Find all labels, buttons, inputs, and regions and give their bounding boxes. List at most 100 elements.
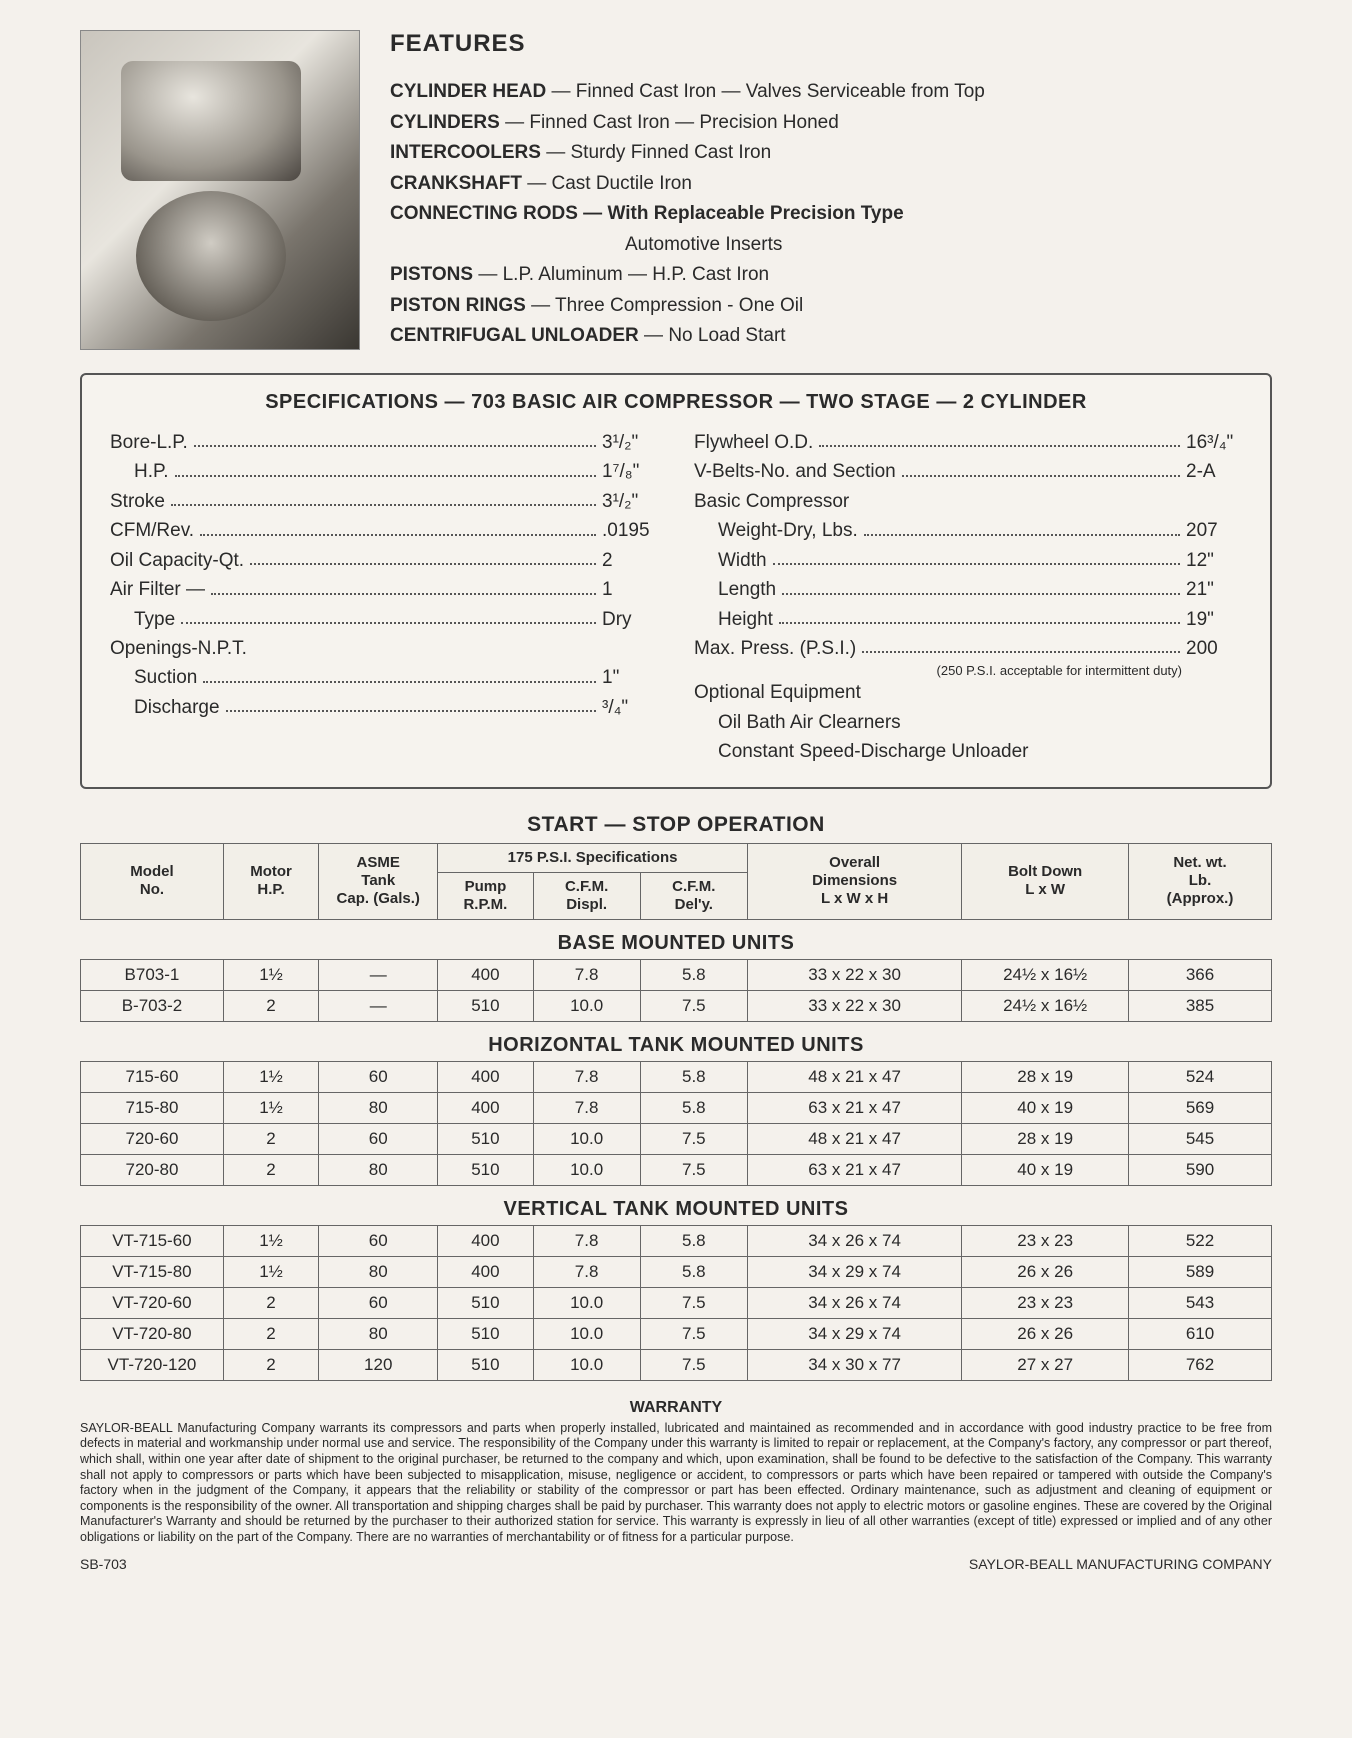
feature-line: CONNECTING RODS — With Replaceable Preci… — [390, 200, 1272, 228]
table-cell: 28 x 19 — [962, 1123, 1129, 1154]
spec-note: (250 P.S.I. acceptable for intermittent … — [694, 663, 1242, 678]
table-cell: 34 x 26 x 74 — [747, 1287, 961, 1318]
table-cell: 715-60 — [81, 1061, 224, 1092]
table-header-cell: OverallDimensionsL x W x H — [747, 843, 961, 919]
feature-line: PISTONS — L.P. Aluminum — H.P. Cast Iron — [390, 261, 1272, 289]
table-cell: 2 — [223, 1318, 318, 1349]
table-row: VT-720-8028051010.07.534 x 29 x 7426 x 2… — [81, 1318, 1272, 1349]
table-cell: 510 — [438, 1123, 533, 1154]
table-row: 720-8028051010.07.563 x 21 x 4740 x 1959… — [81, 1154, 1272, 1185]
warranty-text: SAYLOR-BEALL Manufacturing Company warra… — [80, 1421, 1272, 1546]
table-cell: 34 x 29 x 74 — [747, 1256, 961, 1287]
table-cell: 400 — [438, 1092, 533, 1123]
table-cell: 1½ — [223, 959, 318, 990]
section-title: BASE MOUNTED UNITS — [80, 932, 1272, 955]
table-cell: 80 — [319, 1154, 438, 1185]
table-cell: 24½ x 16½ — [962, 959, 1129, 990]
table-cell: 60 — [319, 1061, 438, 1092]
table-row: VT-720-6026051010.07.534 x 26 x 7423 x 2… — [81, 1287, 1272, 1318]
table-cell: 1½ — [223, 1256, 318, 1287]
table-row: 715-601½604007.85.848 x 21 x 4728 x 1952… — [81, 1061, 1272, 1092]
table-cell: 10.0 — [533, 1287, 640, 1318]
table-cell: 33 x 22 x 30 — [747, 959, 961, 990]
table-cell: 28 x 19 — [962, 1061, 1129, 1092]
table-cell: 34 x 26 x 74 — [747, 1225, 961, 1256]
table-cell: 40 x 19 — [962, 1154, 1129, 1185]
table-cell: 7.5 — [640, 1318, 747, 1349]
feature-line: CENTRIFUGAL UNLOADER — No Load Start — [390, 322, 1272, 350]
table-cell: 5.8 — [640, 959, 747, 990]
table-cell: 48 x 21 x 47 — [747, 1123, 961, 1154]
table-cell: 80 — [319, 1256, 438, 1287]
warranty-title: WARRANTY — [80, 1399, 1272, 1417]
table-cell: VT-715-80 — [81, 1256, 224, 1287]
table-cell: 2 — [223, 1154, 318, 1185]
spec-table: ModelNo.MotorH.P.ASMETankCap. (Gals.)175… — [80, 843, 1272, 920]
table-cell: 400 — [438, 1061, 533, 1092]
table-cell: 7.8 — [533, 1061, 640, 1092]
table-cell: 545 — [1129, 1123, 1272, 1154]
table-cell: 60 — [319, 1287, 438, 1318]
spec-box: SPECIFICATIONS — 703 BASIC AIR COMPRESSO… — [80, 373, 1272, 789]
table-cell: 34 x 30 x 77 — [747, 1349, 961, 1380]
table-cell: 510 — [438, 1349, 533, 1380]
table-cell: 589 — [1129, 1256, 1272, 1287]
table-row: VT-715-601½604007.85.834 x 26 x 7423 x 2… — [81, 1225, 1272, 1256]
table-cell: 10.0 — [533, 1318, 640, 1349]
table-cell: 80 — [319, 1092, 438, 1123]
table-cell: 10.0 — [533, 1123, 640, 1154]
table-row: 715-801½804007.85.863 x 21 x 4740 x 1956… — [81, 1092, 1272, 1123]
table-header-cell: Net. wt.Lb.(Approx.) — [1129, 843, 1272, 919]
table-cell: 543 — [1129, 1287, 1272, 1318]
table-cell: 40 x 19 — [962, 1092, 1129, 1123]
table-cell: 524 — [1129, 1061, 1272, 1092]
table-cell: 2 — [223, 990, 318, 1021]
spec-row: Discharge³/₄" — [110, 693, 658, 722]
spec-title: SPECIFICATIONS — 703 BASIC AIR COMPRESSO… — [110, 391, 1242, 414]
table-header-cell: MotorH.P. — [223, 843, 318, 919]
table-cell: 63 x 21 x 47 — [747, 1092, 961, 1123]
table-cell: 400 — [438, 1256, 533, 1287]
table-cell: 400 — [438, 959, 533, 990]
table-cell: — — [319, 990, 438, 1021]
table-cell: 27 x 27 — [962, 1349, 1129, 1380]
table-cell: 33 x 22 x 30 — [747, 990, 961, 1021]
table-cell: 510 — [438, 1154, 533, 1185]
section-title: VERTICAL TANK MOUNTED UNITS — [80, 1198, 1272, 1221]
table-cell: 48 x 21 x 47 — [747, 1061, 961, 1092]
table-cell: 7.8 — [533, 1092, 640, 1123]
table-cell: 510 — [438, 1287, 533, 1318]
table-cell: 366 — [1129, 959, 1272, 990]
top-row: FEATURES CYLINDER HEAD — Finned Cast Iro… — [80, 30, 1272, 353]
product-image — [80, 30, 360, 350]
start-stop-title: START — STOP OPERATION — [80, 813, 1272, 837]
table-row: 720-6026051010.07.548 x 21 x 4728 x 1954… — [81, 1123, 1272, 1154]
table-cell: 10.0 — [533, 990, 640, 1021]
data-table: 715-601½604007.85.848 x 21 x 4728 x 1952… — [80, 1061, 1272, 1186]
spec-col-left: Bore-L.P.3¹/₂"H.P.1⁷/₈"Stroke3¹/₂"CFM/Re… — [110, 428, 658, 767]
features-title: FEATURES — [390, 30, 1272, 58]
table-cell: 720-80 — [81, 1154, 224, 1185]
table-row: VT-715-801½804007.85.834 x 29 x 7426 x 2… — [81, 1256, 1272, 1287]
feature-line: CYLINDER HEAD — Finned Cast Iron — Valve… — [390, 78, 1272, 106]
table-cell: 762 — [1129, 1349, 1272, 1380]
table-cell: 385 — [1129, 990, 1272, 1021]
table-cell: 23 x 23 — [962, 1225, 1129, 1256]
feature-line: INTERCOOLERS — Sturdy Finned Cast Iron — [390, 139, 1272, 167]
table-header-cell: C.F.M.Displ. — [533, 872, 640, 919]
table-cell: 60 — [319, 1123, 438, 1154]
table-cell: 7.5 — [640, 990, 747, 1021]
table-cell: 10.0 — [533, 1154, 640, 1185]
table-header-cell: 175 P.S.I. Specifications — [438, 843, 748, 872]
table-header-cell: ASMETankCap. (Gals.) — [319, 843, 438, 919]
spec-row: Max. Press. (P.S.I.)200 — [694, 634, 1242, 663]
spec-row: Constant Speed-Discharge Unloader — [694, 737, 1242, 766]
table-cell: VT-720-60 — [81, 1287, 224, 1318]
table-cell: 5.8 — [640, 1061, 747, 1092]
spec-row: TypeDry — [110, 605, 658, 634]
table-header-cell: Bolt DownL x W — [962, 843, 1129, 919]
footer-right: SAYLOR-BEALL MANUFACTURING COMPANY — [80, 1556, 1272, 1572]
table-cell: 10.0 — [533, 1349, 640, 1380]
table-cell: — — [319, 959, 438, 990]
table-cell: VT-715-60 — [81, 1225, 224, 1256]
